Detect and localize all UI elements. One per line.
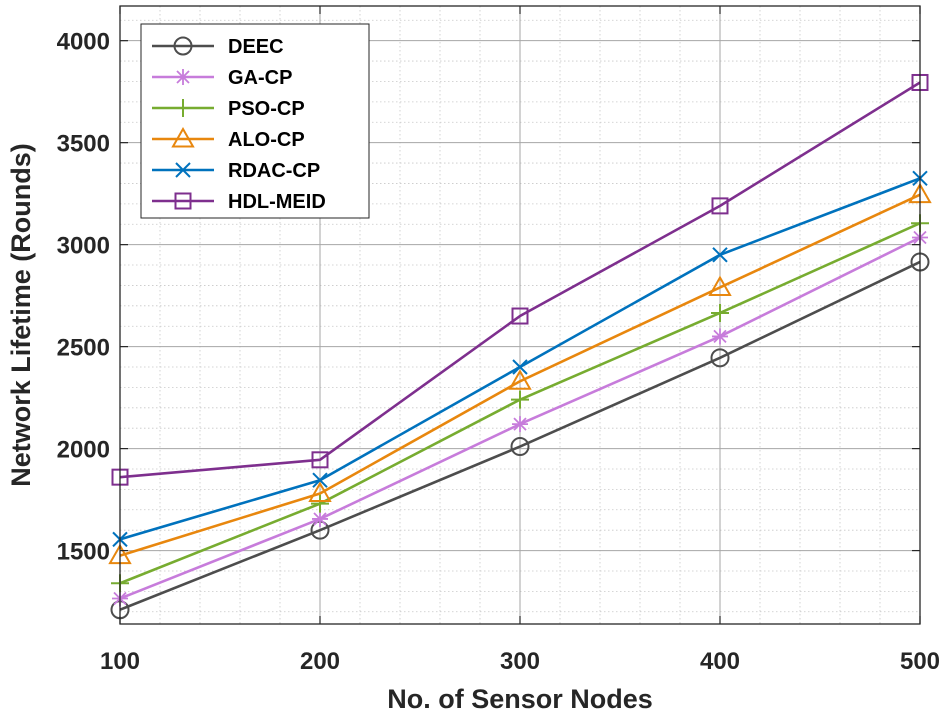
legend-label-pso-cp: PSO-CP <box>228 98 305 120</box>
y-tick-label: 1500 <box>57 539 110 566</box>
legend-label-alo-cp: ALO-CP <box>228 129 305 151</box>
x-tick-label: 200 <box>300 648 340 675</box>
data-point-ga-cp <box>512 416 528 433</box>
legend-item-pso-cp: PSO-CP <box>152 98 305 120</box>
y-tick-labels: 1500 2000 2500 3000 3500 4000 <box>57 29 110 566</box>
legend-label-rdac-cp: RDAC-CP <box>228 160 320 182</box>
legend-item-ga-cp: GA-CP <box>152 67 292 89</box>
data-point-pso-cp <box>311 494 329 513</box>
y-axis-label: Network Lifetime (Rounds) <box>6 143 36 487</box>
legend-marker-pso-cp <box>174 99 192 117</box>
legend-item-rdac-cp: RDAC-CP <box>152 160 320 182</box>
data-point-rdac-cp <box>312 472 328 488</box>
data-point-rdac-cp <box>712 247 728 263</box>
legend-item-hdl-meid: HDL-MEID <box>152 191 326 213</box>
legend-marker-deec <box>173 36 193 56</box>
data-point-deec <box>710 348 730 368</box>
legend-item-deec: DEEC <box>152 36 284 58</box>
axis-ticks <box>119 6 921 624</box>
legend-label-ga-cp: GA-CP <box>228 67 292 89</box>
x-axis-label: No. of Sensor Nodes <box>387 684 653 714</box>
data-point-hdl-meid <box>511 307 529 325</box>
data-point-alo-cp <box>508 369 532 390</box>
series-rdac-cp <box>112 170 928 548</box>
series-layer <box>108 73 932 620</box>
data-point-pso-cp <box>711 303 729 322</box>
legend-marker-alo-cp <box>171 126 195 148</box>
data-point-alo-cp <box>308 481 332 502</box>
x-tick-labels: 100 200 300 400 500 <box>100 648 940 675</box>
legend-marker-ga-cp <box>175 69 191 85</box>
legend-marker-hdl-meid <box>174 192 192 210</box>
data-point-ga-cp <box>312 510 328 527</box>
legend-marker-rdac-cp <box>175 162 191 178</box>
y-tick-label: 4000 <box>57 29 110 56</box>
series-line-hdl-meid <box>119 81 921 479</box>
legend-box <box>140 23 370 219</box>
data-point-hdl-meid <box>311 451 329 469</box>
x-tick-label: 500 <box>900 648 940 675</box>
y-tick-label: 3000 <box>57 233 110 260</box>
x-tick-label: 400 <box>700 648 740 675</box>
data-point-ga-cp <box>712 328 728 345</box>
x-tick-label: 300 <box>500 648 540 675</box>
y-tick-label: 2000 <box>57 437 110 464</box>
series-line-alo-cp <box>119 193 921 557</box>
legend: DEEC GA-CP PSO-CP ALO-CP RDAC-CP HDL-MEID <box>140 23 370 219</box>
data-point-deec <box>510 437 530 457</box>
data-point-hdl-meid <box>711 197 729 215</box>
y-tick-label: 2500 <box>57 335 110 362</box>
data-point-pso-cp <box>511 390 529 409</box>
series-line-deec <box>119 260 921 611</box>
data-point-rdac-cp <box>512 359 528 375</box>
legend-label-deec: DEEC <box>228 36 284 58</box>
legend-item-alo-cp: ALO-CP <box>152 126 305 151</box>
data-point-alo-cp <box>708 275 732 296</box>
x-tick-label: 100 <box>100 648 140 675</box>
legend-label-hdl-meid: HDL-MEID <box>228 191 326 213</box>
y-tick-label: 3500 <box>57 131 110 158</box>
